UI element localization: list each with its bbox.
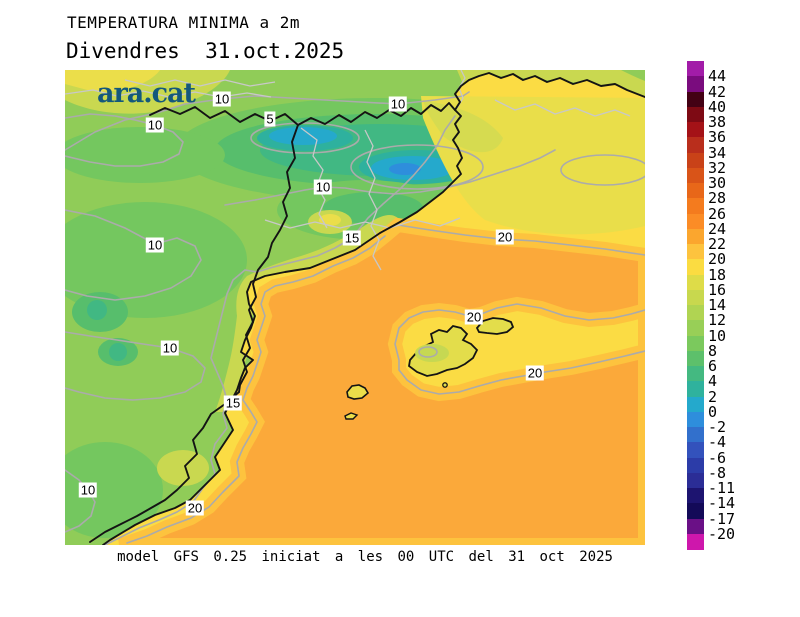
colorbar-segment — [687, 137, 704, 153]
formentera — [344, 412, 359, 420]
islands-layer — [344, 317, 515, 420]
contour-label: 10 — [313, 179, 333, 195]
contour-label: 15 — [223, 395, 243, 411]
colorbar-segment — [687, 198, 704, 214]
contour-label: 10 — [160, 340, 180, 356]
colorbar-segment — [687, 472, 704, 489]
colorbar-value: 44 — [708, 67, 727, 86]
colorbar-segment — [687, 305, 704, 321]
colorbar-value: -20 — [708, 524, 736, 543]
colorbar-scale-labels: 44 42 40 38 36 34 32 30 28 26 24 22 20 18 16 14 12 10 8 6 4 2… — [708, 61, 768, 549]
colorbar-value: 2 — [708, 387, 718, 406]
colorbar-segment — [687, 350, 704, 367]
colorbar-value: 18 — [708, 265, 727, 284]
colorbar-segment — [687, 488, 704, 504]
pyrenees-border — [149, 102, 456, 126]
colorbar-value: 24 — [708, 219, 727, 238]
colorbar-segment — [687, 366, 704, 382]
colorbar-segment — [687, 228, 704, 245]
ibiza — [346, 384, 370, 400]
contour-label: 20 — [185, 500, 205, 516]
colorbar-value: -11 — [708, 479, 736, 497]
colorbar-value: 16 — [708, 280, 727, 299]
colorbar-value: -4 — [708, 433, 727, 452]
contour-label: 15 — [342, 230, 362, 246]
temperature-map — [65, 70, 645, 545]
contour-label: 10 — [78, 482, 98, 498]
cabrera — [442, 382, 448, 388]
colorbar-segment — [687, 533, 704, 550]
colorbar-value: 26 — [708, 204, 727, 223]
colorbar-segment — [687, 61, 704, 77]
sea-layer — [103, 73, 645, 545]
colorbar-value: -2 — [708, 418, 727, 436]
colorbar-segment — [687, 289, 704, 306]
colorbar-segment — [687, 91, 704, 108]
colorbar-value: 8 — [708, 341, 718, 360]
colorbar-value: 4 — [708, 372, 718, 391]
colorbar-value: 36 — [708, 128, 727, 147]
contour-label: 5 — [264, 111, 276, 127]
contour-label: 20 — [525, 365, 545, 381]
country-borders — [89, 72, 645, 545]
forecast-date: Divendres 31.oct.2025 — [66, 39, 345, 63]
admin-borders — [65, 70, 631, 271]
contour-label: 10 — [388, 96, 408, 112]
page-title: TEMPERATURA MINIMA a 2m — [67, 13, 301, 32]
colorbar-segment — [687, 213, 704, 230]
temperature-colorbar — [687, 61, 704, 550]
menorca — [475, 317, 515, 335]
colorbar-value: 14 — [708, 296, 727, 314]
colorbar-value: 0 — [708, 402, 718, 421]
colorbar-value: 32 — [708, 158, 727, 177]
colorbar-value: 6 — [708, 357, 718, 375]
colorbar-segment — [687, 244, 704, 260]
colorbar-value: 22 — [708, 235, 727, 253]
colorbar-segment — [687, 320, 704, 336]
temperature-contours — [65, 91, 645, 545]
valencia-border — [89, 391, 240, 543]
colorbar-segment — [687, 442, 704, 458]
colorbar-value: 38 — [708, 113, 727, 131]
colorbar-segment — [687, 183, 704, 199]
colorbar-value: -8 — [708, 463, 727, 482]
colorbar-value: 30 — [708, 174, 727, 192]
contour-label: 10 — [212, 91, 232, 107]
colorbar-segment — [687, 167, 704, 184]
colorbar-value: 10 — [708, 326, 727, 345]
colorbar-segment — [687, 122, 704, 138]
colorbar-value: 20 — [708, 250, 727, 269]
colorbar-segment — [687, 457, 704, 474]
colorbar-segment — [687, 411, 704, 428]
contour-label: 20 — [464, 309, 484, 325]
contour-label: 10 — [145, 117, 165, 133]
model-run-caption: model GFS 0.25 iniciat a les 00 UTC del … — [117, 549, 613, 565]
contour-label: 10 — [145, 237, 165, 253]
colorbar-segment — [687, 106, 704, 123]
colorbar-value: -6 — [708, 448, 727, 467]
colorbar-value: 28 — [708, 189, 727, 208]
colorbar-value: 40 — [708, 97, 727, 116]
map-area: ara.cat 10 10 5 10 10 10 15 10 15 10 20 20 20 20 — [65, 70, 645, 545]
colorbar-value: 34 — [708, 143, 727, 162]
colorbar-segment — [687, 396, 704, 413]
colorbar-segment — [687, 427, 704, 443]
contour-label: 20 — [495, 229, 515, 245]
colorbar-value: -17 — [708, 509, 736, 528]
colorbar-segment — [687, 152, 704, 169]
ara-cat-logo: ara.cat — [97, 78, 196, 109]
coastline — [102, 72, 645, 545]
colorbar-value: 42 — [708, 82, 727, 101]
colorbar-segment — [687, 274, 704, 291]
colorbar-segment — [687, 381, 704, 397]
colorbar-segment — [687, 76, 704, 92]
colorbar-segment — [687, 503, 704, 519]
colorbar-segment — [687, 518, 704, 535]
colorbar-value: 12 — [708, 311, 727, 330]
colorbar-segment — [687, 335, 704, 352]
colorbar-segment — [687, 259, 704, 275]
colorbar-value: -14 — [708, 494, 736, 513]
